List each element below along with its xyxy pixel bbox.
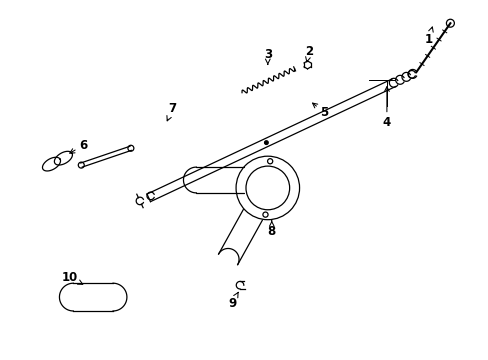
- Text: 8: 8: [267, 221, 275, 238]
- Text: 7: 7: [166, 102, 176, 121]
- Text: 10: 10: [61, 271, 82, 284]
- Text: 2: 2: [305, 45, 313, 62]
- Text: 3: 3: [263, 49, 271, 64]
- Text: 4: 4: [382, 87, 390, 129]
- Text: 6: 6: [70, 139, 87, 153]
- Circle shape: [264, 141, 267, 144]
- Text: 1: 1: [424, 27, 432, 46]
- Text: 9: 9: [227, 292, 238, 310]
- Text: 5: 5: [312, 103, 328, 119]
